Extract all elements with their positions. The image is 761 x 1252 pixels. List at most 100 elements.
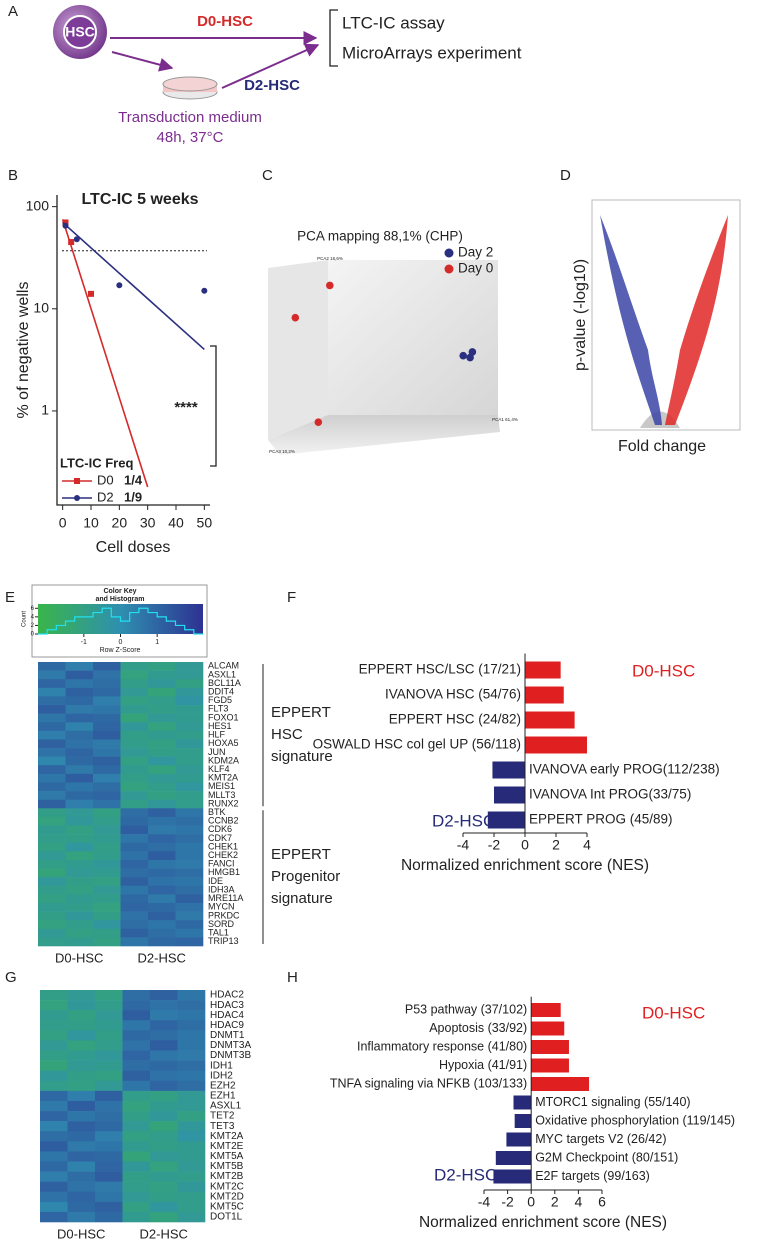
heatmap-cell [67, 1080, 96, 1092]
column-label: D0-HSC [57, 1226, 105, 1241]
heatmap-cell [148, 756, 176, 766]
bar-label: EPPERT PROG (45/89) [529, 812, 673, 827]
heatmap-cell [95, 1211, 123, 1223]
bar-label: EPPERT HSC (24/82) [389, 712, 521, 727]
heatmap-cell [67, 1201, 96, 1213]
legend-marker [444, 248, 454, 258]
heatmap-cell [122, 1020, 151, 1031]
heatmap-cell [148, 696, 176, 706]
row-label: DOT1L [210, 1212, 243, 1223]
heatmap-cell [120, 920, 149, 930]
x-tick-label: -4 [478, 1194, 491, 1210]
heatmap-cell [38, 808, 66, 818]
heatmap-cell [93, 696, 121, 706]
heatmap-cell [40, 1171, 68, 1182]
bracket [329, 9, 338, 67]
row-label: HES1 [208, 721, 232, 731]
heatmap-cell [177, 1010, 206, 1021]
heatmap-cell [65, 877, 94, 887]
heatmap-cell [175, 687, 204, 697]
group-label: EPPERT [271, 846, 331, 863]
heatmap-cell [67, 1030, 96, 1041]
heatmap-cell [175, 791, 204, 800]
point [62, 222, 69, 229]
bar-label: EPPERT HSC/LSC (17/21) [359, 662, 521, 677]
point [62, 219, 69, 226]
heatmap-cell [38, 834, 66, 844]
axis-label: PCA3 10,2% [269, 449, 295, 454]
heatmap-cell [148, 885, 176, 895]
bar-label: Inflammatory response (41/80) [357, 1039, 527, 1053]
row-label: KMT5C [210, 1202, 244, 1213]
row-label: DNMT3A [210, 1040, 251, 1051]
heatmap-cell [38, 894, 66, 904]
heatmap-cell [95, 1040, 123, 1051]
heatmap-cell [148, 868, 176, 878]
heatmap-cell [120, 842, 149, 852]
bar-label: TNFA signaling via NFKB (103/133) [330, 1076, 527, 1090]
panel-label: A [8, 3, 18, 20]
heatmap-cell [65, 902, 94, 912]
group-label: Progenitor [271, 868, 340, 885]
heatmap-cell [148, 730, 176, 740]
group-annotation: D0-HSC [642, 1003, 705, 1022]
heatmap-cell [65, 920, 94, 930]
heatmap-cell [65, 894, 94, 904]
heatmap-cell [95, 1060, 123, 1071]
heatmap-cell [120, 834, 149, 844]
heatmap-cell [175, 859, 204, 869]
diagram: HSC D0-HSC D2-HSC LTC-IC assay MicroArra… [53, 5, 522, 146]
heatmap-cell [38, 679, 66, 689]
row-label: IDH3A [208, 884, 235, 894]
heatmap-cell [120, 739, 149, 749]
heatmap-cell [65, 748, 94, 757]
x-tick-label: 2 [552, 837, 560, 853]
heatmap-cell [65, 937, 94, 947]
y-tick-label: 1 [41, 402, 49, 418]
heatmap-cell [38, 670, 66, 680]
heatmap-cell [93, 799, 121, 809]
heatmap-cell [177, 1191, 206, 1203]
point [468, 348, 477, 356]
heatmap-cell [148, 911, 176, 921]
point [326, 281, 334, 290]
heatmap-cell [67, 1100, 96, 1112]
heatmap-cell [120, 868, 149, 878]
heatmap-cell [67, 1131, 96, 1142]
heatmap-cell [67, 1181, 96, 1193]
heatmap-cell [95, 1141, 123, 1152]
heatmap-cell [122, 1171, 151, 1182]
heatmap-cell [65, 679, 94, 689]
heatmap-cell [175, 748, 204, 757]
heatmap-cell [148, 877, 176, 887]
chart-title: PCA mapping 88,1% (CHP) [297, 229, 463, 244]
heatmap-cell [148, 920, 176, 930]
key-title: Color Key [103, 588, 136, 595]
chart-title: LTC-IC 5 weeks [81, 191, 198, 208]
row-label: KMT2C [210, 1181, 244, 1192]
heatmap-cell [65, 799, 94, 809]
group-label: EPPERT [271, 704, 331, 721]
heatmap-cell [175, 782, 204, 792]
heatmap-cell [122, 1030, 151, 1041]
heatmap-cell [93, 842, 121, 852]
x-tick-label: -2 [501, 1194, 514, 1210]
heatmap-cell [67, 1121, 96, 1132]
row-label: DNMT3B [210, 1050, 251, 1061]
row-label: KMT2A [210, 1131, 244, 1142]
heatmap-cell [65, 696, 94, 706]
key-x-tick-label: -1 [81, 639, 87, 646]
x-tick-label: -2 [488, 837, 501, 853]
heatmap-cell [38, 920, 66, 930]
key-y-tick-label: 2 [31, 623, 35, 629]
row-label: KMT2D [210, 1191, 244, 1202]
row-label: HLF [208, 730, 226, 740]
heatmap-cell [177, 1100, 206, 1112]
point [73, 236, 80, 243]
bar-label: MTORC1 signaling (55/140) [535, 1095, 690, 1109]
heatmap-cell [93, 928, 121, 938]
heatmap-cell [175, 696, 204, 706]
heatmap-cell [150, 1070, 178, 1082]
heatmap-cell [122, 1201, 151, 1213]
